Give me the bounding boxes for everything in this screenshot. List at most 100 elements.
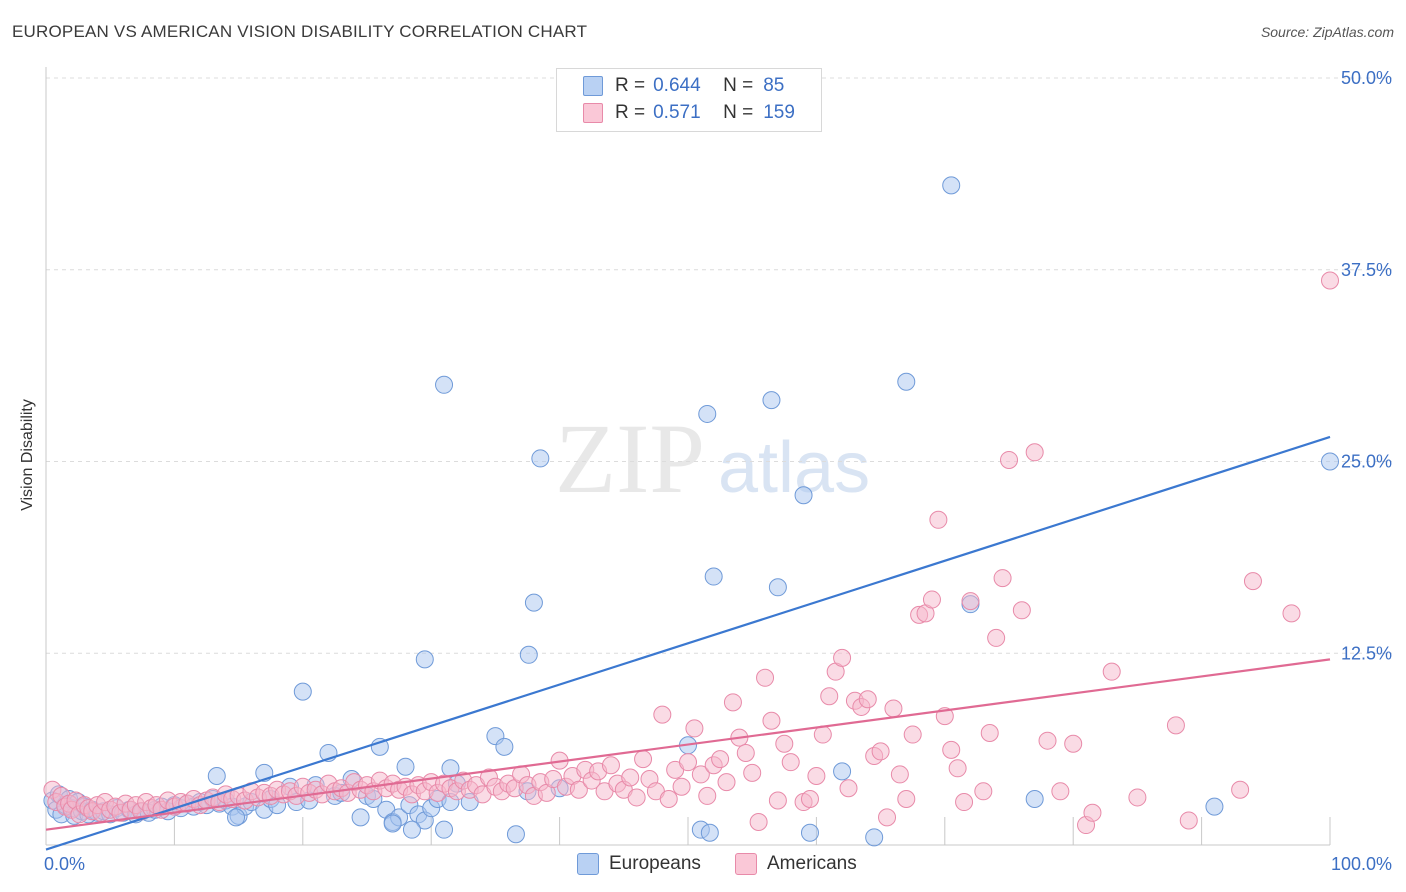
- legend-n-label: N =: [723, 75, 754, 96]
- americans-point: [807, 766, 826, 785]
- europeans-point: [435, 820, 454, 839]
- americans-point: [948, 759, 967, 778]
- europeans-point: [794, 486, 813, 505]
- europeans-point: [800, 823, 819, 842]
- americans-point: [1012, 601, 1031, 620]
- europeans-point: [435, 375, 454, 394]
- americans-point: [1179, 811, 1198, 830]
- europeans-point: [351, 808, 370, 827]
- americans-point: [833, 648, 852, 667]
- legend-row-americans: R = 0.571 N = 159: [583, 101, 795, 125]
- americans-point: [1243, 572, 1262, 591]
- americans-point: [1231, 780, 1250, 799]
- americans-point: [685, 719, 704, 738]
- europeans-point: [700, 823, 719, 842]
- americans-point: [775, 734, 794, 753]
- europeans-point: [227, 808, 246, 827]
- americans-point: [1000, 450, 1018, 469]
- americans-point: [890, 765, 909, 784]
- x-tick-label: 100.0%: [1331, 854, 1392, 874]
- americans-point: [781, 753, 800, 772]
- grid-lines: [46, 77, 1392, 654]
- americans-point: [1321, 271, 1339, 290]
- europeans-point: [1321, 452, 1339, 471]
- americans-point: [820, 687, 839, 706]
- europeans-point: [897, 372, 916, 391]
- y-tick-label: 50.0%: [1341, 68, 1392, 88]
- europeans-point: [383, 814, 402, 833]
- americans-point: [922, 590, 941, 609]
- americans-point: [601, 756, 620, 775]
- americans-point: [878, 808, 897, 827]
- legend-n-label: N =: [723, 102, 754, 123]
- europeans-point: [833, 762, 852, 781]
- watermark-atlas: atlas: [718, 428, 870, 508]
- legend-row-europeans: R = 0.644 N = 85: [583, 74, 784, 98]
- americans-point: [942, 740, 961, 759]
- americans-point: [993, 569, 1012, 588]
- legend-r-value: 0.571: [653, 102, 701, 123]
- americans-point: [871, 742, 890, 761]
- europeans-point: [698, 404, 717, 423]
- americans-point: [634, 750, 653, 769]
- americans-point: [762, 711, 781, 730]
- americans-point: [987, 628, 1006, 647]
- europeans-point: [506, 825, 525, 844]
- europeans-point: [207, 766, 226, 785]
- americans-point: [672, 777, 691, 796]
- legend-label-europeans: Europeans: [609, 853, 701, 874]
- trend-lines: [45, 435, 1331, 851]
- legend-label-americans: Americans: [767, 853, 857, 874]
- americans-point: [679, 753, 697, 772]
- americans-point: [858, 690, 877, 709]
- americans-point: [1128, 788, 1147, 807]
- americans-point: [743, 763, 762, 782]
- americans-point: [756, 668, 775, 687]
- y-tick-label: 12.5%: [1341, 643, 1392, 663]
- europeans-point: [396, 757, 415, 776]
- americans-point: [1038, 731, 1057, 750]
- legend-r-label: R =: [615, 75, 646, 96]
- y-tick-label: 37.5%: [1341, 260, 1392, 280]
- americans-point: [717, 773, 736, 792]
- americans-point: [961, 592, 980, 611]
- europeans-point: [495, 737, 514, 756]
- americans-trend-line: [45, 658, 1331, 831]
- europeans-point: [762, 391, 781, 410]
- europeans-point: [519, 645, 538, 664]
- americans-point: [1083, 803, 1102, 822]
- europeans-point: [865, 828, 884, 847]
- americans-point: [897, 789, 916, 808]
- americans-point: [1051, 782, 1070, 801]
- legend-n-value: 85: [763, 75, 785, 96]
- americans-point: [813, 725, 832, 744]
- americans-point: [980, 724, 999, 743]
- legend-item-europeans: Europeans: [577, 851, 701, 877]
- americans-point: [1025, 443, 1044, 462]
- americans-point: [1166, 716, 1185, 735]
- americans-legend-swatch: [735, 853, 757, 875]
- europeans-point: [293, 682, 312, 701]
- americans-point: [749, 812, 768, 831]
- x-tick-label: 0.0%: [44, 854, 85, 874]
- legend-r-label: R =: [615, 102, 646, 123]
- source-label: Source: ZipAtlas.com: [1260, 24, 1394, 40]
- tick-labels: 12.5% 25.0% 37.5% 50.0% 0.0% 100.0%: [44, 68, 1392, 874]
- americans-point: [974, 782, 993, 801]
- americans-point: [1282, 604, 1301, 623]
- y-tick-label: 25.0%: [1341, 452, 1392, 472]
- europeans-point: [402, 820, 421, 839]
- americans-point: [884, 699, 903, 718]
- americans-point: [627, 788, 646, 807]
- americans-point: [691, 765, 710, 784]
- americans-point: [723, 693, 742, 712]
- stats-legend: R = 0.644 N = 85 R = 0.571 N = 159: [556, 68, 822, 132]
- europeans-point: [524, 593, 543, 612]
- europeans-swatch: [583, 76, 603, 96]
- americans-point: [569, 780, 588, 799]
- americans-point: [903, 725, 922, 744]
- legend-r-value: 0.644: [653, 75, 701, 96]
- legend-n-value: 159: [763, 102, 795, 123]
- europeans-point: [1025, 789, 1044, 808]
- americans-swatch: [583, 103, 603, 123]
